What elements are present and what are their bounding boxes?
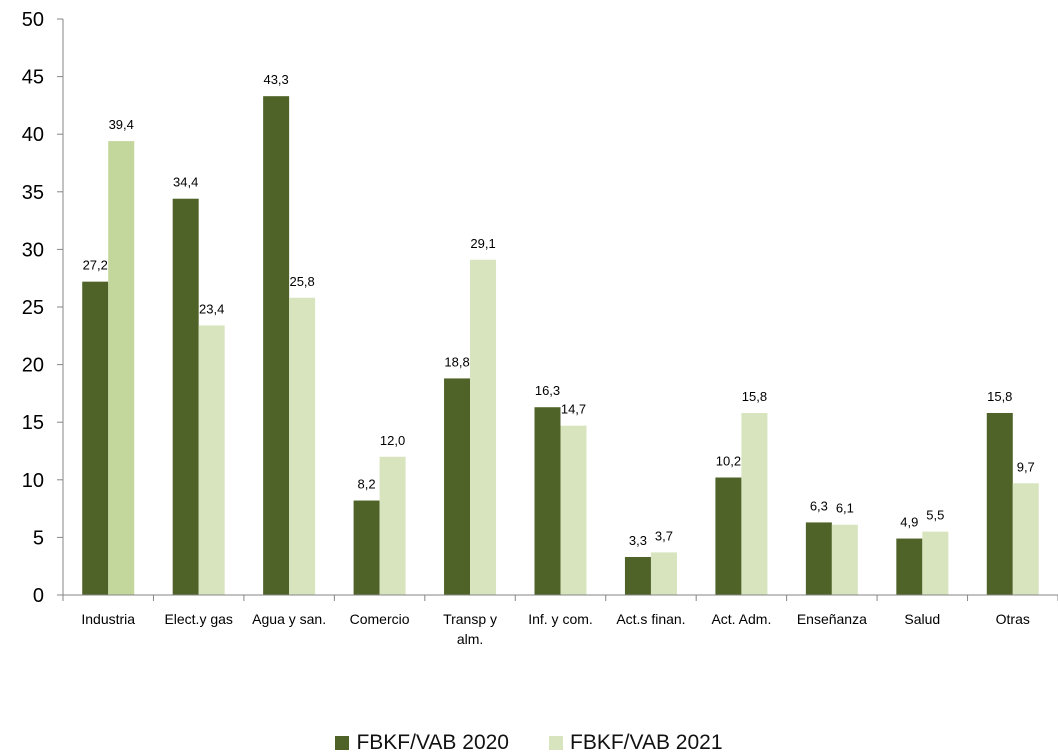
- x-category-label: Otras: [996, 611, 1030, 627]
- bar-2020-9: [805, 522, 832, 595]
- bar-2021-11: [1012, 483, 1039, 595]
- bar-2020-10: [896, 538, 923, 595]
- legend-swatch-2020: [335, 736, 350, 750]
- x-category-label: Act. Adm.: [711, 611, 771, 627]
- data-label: 23,4: [199, 301, 224, 316]
- bar-2021-9: [831, 524, 858, 595]
- x-category-label: Inf. y com.: [528, 611, 593, 627]
- y-tick-label: 10: [22, 470, 44, 492]
- bar-2021-5: [470, 259, 497, 595]
- bar-2021-4: [379, 456, 406, 595]
- data-label: 15,8: [742, 389, 767, 404]
- bar-2020-8: [715, 477, 742, 595]
- y-tick-label: 35: [22, 182, 44, 204]
- bar-2020-1: [82, 281, 109, 595]
- x-category-label: Comercio: [350, 611, 410, 627]
- bar-2020-3: [263, 96, 290, 596]
- data-label: 16,3: [535, 383, 560, 398]
- y-tick-label: 45: [22, 67, 44, 89]
- bar-2021-7: [650, 552, 677, 595]
- bars: [82, 96, 1039, 596]
- data-label: 4,9: [900, 515, 918, 530]
- legend-swatch-2021: [549, 736, 563, 750]
- legend-item-2021: FBKF/VAB 2021: [549, 731, 723, 755]
- bar-2020-7: [624, 556, 651, 595]
- bar-2020-6: [534, 407, 561, 595]
- bar-2021-6: [560, 425, 587, 595]
- data-label: 8,2: [358, 477, 376, 492]
- y-tick-label: 0: [33, 585, 44, 607]
- data-label: 25,8: [289, 274, 314, 289]
- data-label: 43,3: [263, 72, 288, 87]
- x-category-label: Act.s finan.: [616, 611, 685, 627]
- legend-label-2021: FBKF/VAB 2021: [570, 731, 723, 754]
- data-label: 6,1: [836, 501, 854, 516]
- y-tick-label: 25: [22, 297, 44, 319]
- x-category-label: Agua y san.: [252, 611, 326, 627]
- bar-2021-10: [922, 531, 949, 595]
- data-label: 29,1: [470, 236, 495, 251]
- data-label: 27,2: [83, 258, 108, 273]
- data-label: 10,2: [716, 453, 741, 468]
- x-axis: Industria Elect.y gas Agua y san. Comercio T…: [62, 594, 1058, 647]
- y-axis: 0 5 10 15 20 25 30 35 40 45 50: [22, 9, 64, 607]
- y-tick-label: 40: [22, 124, 44, 146]
- data-label: 14,7: [561, 402, 586, 417]
- x-category-label: Enseñanza: [797, 611, 867, 627]
- bar-chart: 0 5 10 15 20 25 30 35 40 45 50 27,2 39,4 34,4 23,4 43,…: [22, 9, 1058, 647]
- data-labels: 27,2 39,4 34,4 23,4 43,3 25,8 8,2 12,0 18,8 29,1 1…: [83, 72, 1035, 548]
- y-tick-label: 50: [22, 9, 44, 31]
- bar-2020-11: [986, 412, 1013, 595]
- data-label: 18,8: [444, 354, 469, 369]
- data-label: 6,3: [810, 498, 828, 513]
- data-label: 39,4: [109, 117, 134, 132]
- x-category-label: Industria: [81, 611, 135, 627]
- y-tick-label: 20: [22, 355, 44, 377]
- bar-2020-2: [172, 198, 199, 595]
- data-label: 5,5: [926, 508, 944, 523]
- data-label: 15,8: [987, 389, 1012, 404]
- y-tick-label: 5: [33, 527, 44, 549]
- legend: FBKF/VAB 2020 FBKF/VAB 2021: [0, 730, 1058, 756]
- bar-2020-5: [444, 378, 471, 595]
- x-category-label: Salud: [904, 611, 940, 627]
- y-tick-label: 30: [22, 239, 44, 261]
- bar-2021-3: [289, 297, 316, 595]
- bar-2021-1: [108, 141, 135, 595]
- data-label: 9,7: [1017, 459, 1035, 474]
- x-category-label: Transp y: [443, 611, 497, 627]
- bar-2021-2: [198, 325, 225, 595]
- legend-label-2020: FBKF/VAB 2020: [356, 731, 509, 754]
- legend-item-2020: FBKF/VAB 2020: [335, 731, 509, 755]
- data-label: 12,0: [380, 433, 405, 448]
- data-label: 3,7: [655, 528, 673, 543]
- data-label: 3,3: [629, 533, 647, 548]
- y-tick-label: 15: [22, 412, 44, 434]
- data-label: 34,4: [173, 175, 198, 190]
- bar-2021-8: [741, 412, 768, 595]
- x-category-label: Elect.y gas: [164, 611, 232, 627]
- bar-2020-4: [353, 500, 380, 595]
- x-category-label: alm.: [457, 631, 483, 647]
